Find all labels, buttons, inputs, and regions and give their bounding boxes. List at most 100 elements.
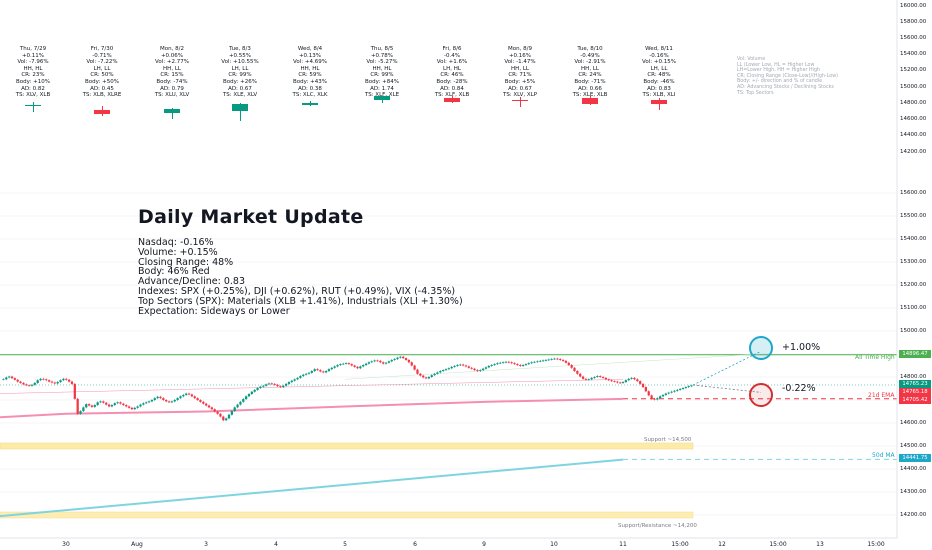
intraday-candle <box>53 382 56 384</box>
intraday-candle <box>87 404 91 406</box>
target-up-circle[interactable] <box>749 336 773 360</box>
daily-candle <box>444 95 460 104</box>
intraday-candle <box>641 383 645 388</box>
daily-candle-body <box>374 96 390 101</box>
intraday-candle <box>413 365 416 370</box>
intraday-candle <box>490 365 493 366</box>
update-lines: Nasdaq: -0.16% Volume: +0.15% Closing Rang… <box>138 238 463 316</box>
update-line: Closing Range: 48% <box>138 256 234 268</box>
intraday-candle <box>444 369 448 371</box>
daily-summary-line: TS: XLF, XLE <box>364 92 400 99</box>
intraday-candle <box>330 367 333 370</box>
intraday-candle <box>647 391 650 396</box>
daily-summary-line: Vol: +1.6% <box>436 59 468 66</box>
intraday-candle <box>336 365 339 367</box>
intraday-candle <box>627 378 630 381</box>
intraday-candle <box>424 377 428 379</box>
intraday-candle <box>601 377 605 378</box>
intraday-candle <box>659 396 662 399</box>
daily-summary-line: CR: 46% <box>440 72 464 79</box>
intraday-candle <box>476 370 479 372</box>
daily-summary-line: Vol: +4.69% <box>293 59 327 66</box>
price-tick-label: 15500.00 <box>900 212 927 219</box>
intraday-candle <box>533 361 536 363</box>
intraday-candle <box>319 370 322 372</box>
daily-summary-line: Body: -74% <box>156 78 188 85</box>
daily-summary-line: CR: 23% <box>21 72 45 79</box>
price-tick-label: 15400.00 <box>900 51 927 58</box>
daily-summary-line: AD: 0.67 <box>228 85 252 92</box>
daily-summary-line: AD: 1.74 <box>370 85 394 92</box>
intraday-candle <box>70 381 74 384</box>
intraday-candle <box>27 385 31 387</box>
intraday-candle <box>382 362 385 364</box>
update-line: Expectation: Sideways or Lower <box>138 305 290 317</box>
daily-candle <box>651 97 667 110</box>
daily-candle <box>512 96 528 107</box>
intraday-candle <box>287 382 291 384</box>
intraday-candle <box>110 405 114 407</box>
update-line: Indexes: SPX (+0.25%), DJI (+0.62%), RUT… <box>138 285 456 297</box>
sma-price-tag: 14441.75 <box>899 454 931 462</box>
intraday-candle <box>313 369 316 372</box>
daily-summary-line: Vol: +2.77% <box>155 59 189 66</box>
daily-summary-line: Body: -71% <box>574 78 606 85</box>
intraday-candle <box>499 362 502 364</box>
daily-summary-line: -0.71% <box>92 52 112 59</box>
intraday-candle <box>364 363 368 366</box>
daily-summary-line: Body: +10% <box>16 78 50 85</box>
intraday-candle <box>599 376 602 377</box>
daily-summary-line: AD: 0.45 <box>90 85 114 92</box>
daily-candle-wick <box>32 101 34 113</box>
intraday-candle <box>564 360 568 363</box>
intraday-candle <box>416 369 419 374</box>
intraday-candle <box>339 364 342 366</box>
intraday-candle <box>436 372 439 374</box>
daily-summary-line: TS: XLE, XLB <box>572 92 608 99</box>
daily-candle-wick <box>519 96 521 107</box>
price-tick-label: 14800.00 <box>900 373 927 380</box>
daily-summary-line: CR: 59% <box>298 72 322 79</box>
intraday-candle <box>156 396 159 399</box>
intraday-candle <box>30 384 34 386</box>
intraday-candle <box>267 383 271 385</box>
intraday-candle <box>373 360 376 362</box>
target-down-circle[interactable] <box>749 383 773 407</box>
intraday-candle <box>362 365 365 367</box>
intraday-candle <box>162 398 165 400</box>
intraday-candle <box>390 359 393 362</box>
intraday-candle <box>467 366 470 368</box>
time-tick-label: 12 <box>718 541 726 548</box>
intraday-candle <box>487 365 490 368</box>
intraday-candle <box>484 367 488 369</box>
intraday-candle <box>173 400 176 402</box>
intraday-candle <box>324 371 328 373</box>
intraday-candle <box>245 396 248 400</box>
intraday-candle <box>681 388 685 389</box>
time-tick-label: 5 <box>343 541 347 548</box>
daily-candle <box>164 108 180 119</box>
intraday-candle <box>350 364 353 366</box>
intraday-candle <box>202 401 205 404</box>
intraday-candle <box>227 414 231 419</box>
daily-summary-line: Fri, 8/6 <box>442 46 462 52</box>
intraday-candle <box>242 399 245 402</box>
intraday-candle <box>593 377 596 378</box>
daily-summary-line: AD: 0.38 <box>298 85 322 92</box>
intraday-candle <box>219 413 222 417</box>
price-tick-label: 14600.00 <box>900 116 927 123</box>
intraday-candle <box>347 363 351 365</box>
intraday-candle <box>276 384 279 387</box>
intraday-candle <box>407 359 411 363</box>
intraday-candle <box>119 402 122 404</box>
intraday-candle <box>225 418 228 421</box>
intraday-candle <box>387 361 391 363</box>
intraday-candle <box>113 403 116 406</box>
daily-summary-line: TS: XLV, XLP <box>502 92 538 99</box>
daily-summary-line: HH, LL <box>511 65 529 72</box>
daily-candle-body <box>25 104 41 107</box>
intraday-candle <box>93 405 96 407</box>
intraday-candle <box>573 367 576 372</box>
daily-summary-line: TS: XLC, XLK <box>292 92 328 99</box>
